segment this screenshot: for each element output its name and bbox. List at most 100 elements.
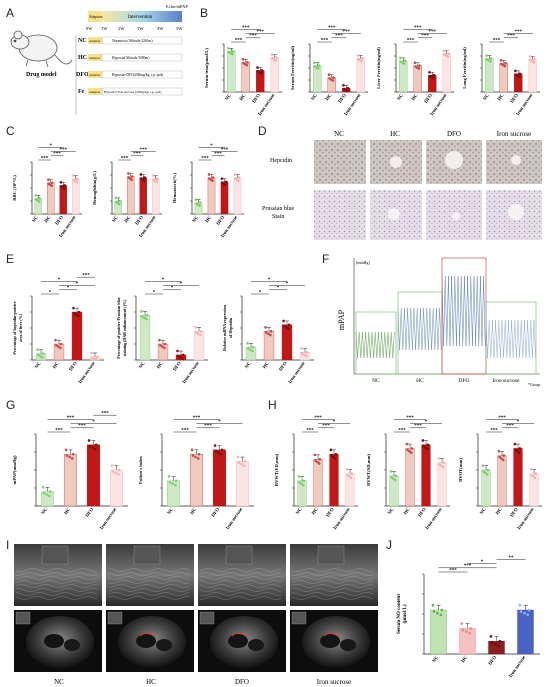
axis-ylabel: of Hepcidin — [228, 317, 233, 338]
data-point — [533, 476, 537, 480]
data-point — [438, 462, 441, 466]
bar — [139, 177, 147, 215]
histology-prussian-row — [314, 190, 542, 240]
x-tick-label: HC — [311, 507, 320, 516]
significance-mark: *** — [343, 30, 351, 35]
svg-text:Hypoxia(Altitude 5000m): Hypoxia(Altitude 5000m) — [112, 56, 150, 60]
data-point — [221, 181, 224, 185]
bar — [233, 177, 242, 215]
data-point — [498, 639, 502, 643]
data-point — [127, 176, 131, 179]
data-point — [38, 197, 41, 200]
x-tick-label: HC — [497, 93, 506, 102]
x-tick-label: Iron sucrose — [226, 507, 245, 531]
data-point — [437, 457, 441, 460]
x-tick-label: DFO — [211, 507, 221, 518]
data-point — [527, 608, 531, 612]
histology-column-labels: NC HC DFO Iron sucrose — [334, 130, 531, 138]
x-tick-label: HC — [325, 93, 334, 102]
data-point — [237, 461, 241, 465]
significance-mark: * — [481, 560, 484, 565]
data-point — [523, 611, 526, 615]
data-point — [237, 176, 241, 179]
data-point — [518, 603, 522, 607]
svg-text:DFO: DFO — [76, 72, 89, 78]
significance-mark: * — [162, 278, 165, 283]
data-point — [174, 479, 178, 483]
x-tick-label: NC — [41, 507, 49, 516]
data-point — [410, 447, 414, 450]
data-point — [36, 353, 40, 357]
data-point — [41, 485, 45, 489]
data-point — [95, 357, 98, 361]
data-point — [194, 455, 197, 459]
data-point — [116, 473, 120, 476]
data-point — [158, 338, 161, 342]
data-point — [528, 55, 532, 58]
svg-text:Adaption: Adaption — [89, 39, 101, 43]
data-point — [348, 475, 351, 478]
data-point — [424, 446, 427, 449]
group-row-fe: Fe Adaption Hypoxia+Iron sucrose (20mg/k… — [78, 87, 183, 96]
bar — [212, 449, 227, 507]
histology-hepcidin-row — [314, 140, 542, 184]
x-tick-label: HC — [239, 93, 248, 102]
data-point — [246, 347, 250, 350]
axis-ylabel: mPAP(mmHg) — [12, 455, 17, 484]
data-point — [443, 53, 446, 56]
significance-mark: * — [286, 282, 289, 287]
significance-mark: * — [259, 290, 262, 295]
data-point — [110, 464, 114, 467]
data-point — [59, 180, 63, 184]
bar — [71, 311, 83, 361]
data-point — [329, 448, 333, 452]
data-point — [497, 644, 501, 648]
data-point — [45, 493, 48, 496]
panel-label-f: F — [322, 252, 330, 266]
data-point — [342, 87, 346, 91]
data-point — [529, 59, 532, 62]
data-point — [441, 465, 445, 469]
significance-mark: *** — [101, 412, 109, 417]
data-point — [334, 452, 338, 456]
data-point — [514, 448, 517, 452]
significance-mark: *** — [515, 30, 523, 35]
data-point — [300, 482, 303, 485]
svg-text:Adaption: Adaption — [89, 90, 101, 94]
data-point — [418, 64, 421, 67]
data-point — [87, 439, 91, 442]
axis-ylabel: Percentage of positive Prussian blue — [116, 297, 121, 359]
data-point — [59, 346, 62, 350]
x-tick-label: NC — [480, 507, 488, 516]
significance-mark: *** — [406, 416, 414, 421]
chart-e-prussian-blue: Percentage of positive Prussian blue stai… — [116, 278, 208, 385]
data-point — [465, 630, 468, 633]
data-point — [502, 454, 506, 457]
bar — [235, 461, 250, 507]
bar — [281, 324, 293, 361]
data-point — [513, 442, 517, 446]
bar — [421, 444, 431, 507]
axis-ylabel: RVWT(SD,mm) — [366, 454, 371, 486]
data-point — [357, 58, 360, 61]
significance-mark: *** — [407, 38, 415, 43]
data-point — [130, 175, 134, 178]
data-point — [403, 59, 407, 63]
data-point — [260, 69, 264, 72]
data-point — [140, 177, 143, 180]
data-point — [143, 176, 146, 179]
bar — [152, 178, 160, 215]
data-point — [313, 65, 317, 68]
svg-text:NC: NC — [78, 38, 87, 44]
axis-ylabel: Percentage of hepcidin-positive — [12, 301, 17, 354]
x-tick-label: NC — [432, 655, 440, 664]
x-tick-label: NC — [35, 361, 43, 370]
bar — [329, 453, 339, 507]
data-point — [196, 457, 200, 460]
data-point — [485, 54, 488, 57]
data-point — [163, 346, 166, 350]
chart-g-mpap: mPAP(mmHg)NC HC DFO Iron sucrose***********… — [12, 412, 128, 531]
data-point — [194, 326, 197, 329]
